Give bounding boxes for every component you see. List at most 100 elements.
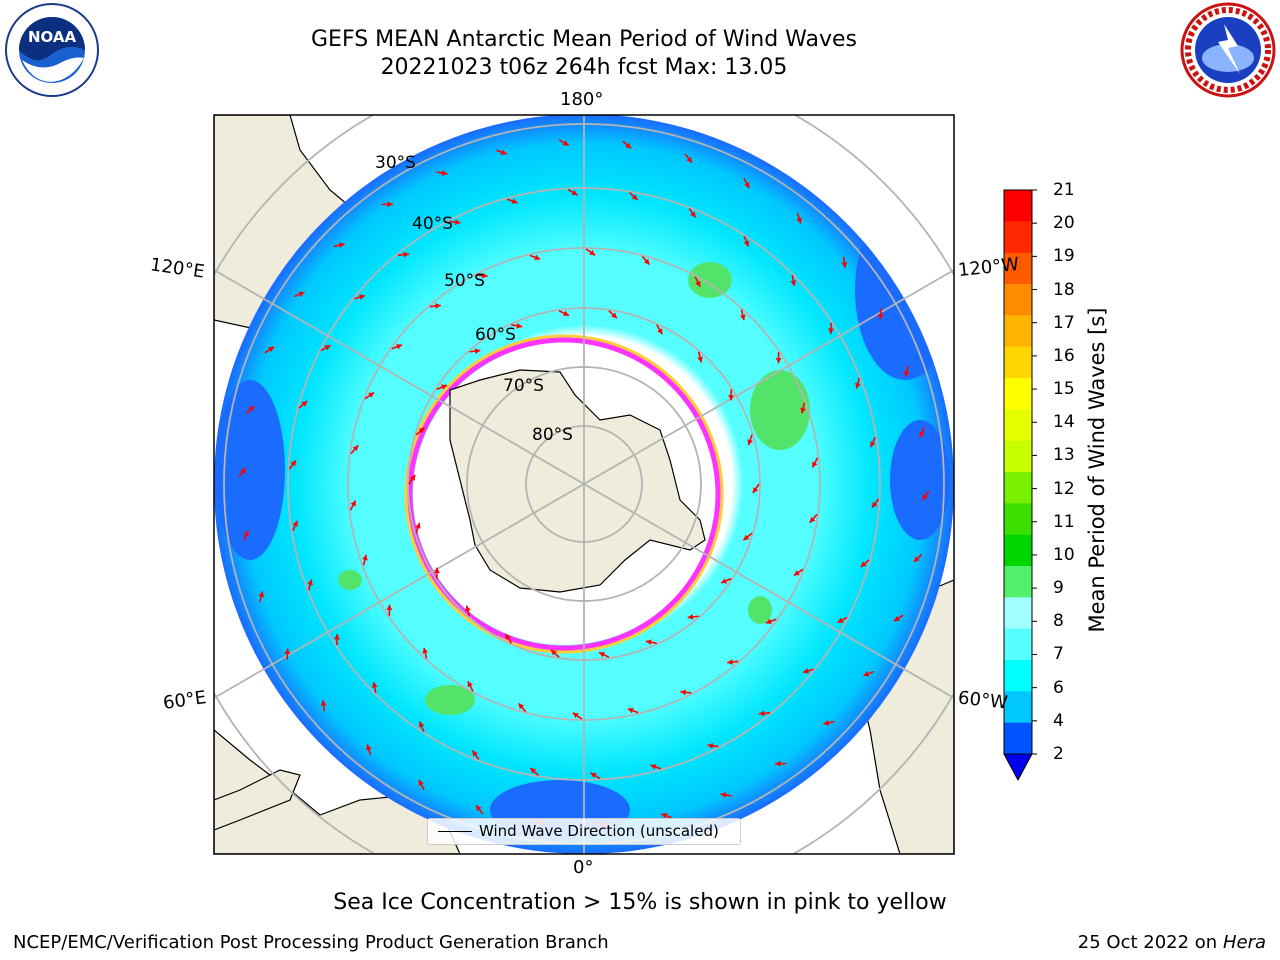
legend-label: Wind Wave Direction (unscaled) — [479, 822, 719, 840]
svg-text:NOAA: NOAA — [28, 28, 77, 46]
wind-arrow-head — [728, 395, 734, 401]
lon-label-top: 180° — [560, 89, 604, 110]
colorbar-tick-label: 10 — [1053, 544, 1075, 565]
wind-arrow-head — [454, 219, 461, 225]
wind-arrow-head — [562, 140, 569, 146]
colorbar-segment — [1004, 597, 1032, 630]
colorbar-tick-label: 11 — [1053, 511, 1075, 532]
wind-arrow-head — [482, 272, 488, 279]
wind-arrow-head — [803, 668, 809, 674]
wind-arrow-head — [338, 242, 345, 249]
wind-arrow-head — [650, 764, 657, 770]
wind-arrow-head — [350, 500, 356, 507]
colorbar-extend-arrow — [1003, 753, 1033, 782]
wind-arrow-head — [893, 615, 900, 622]
map-frame — [213, 114, 955, 855]
wind-arrow-head — [324, 345, 331, 351]
lat-label-60s: 60°S — [475, 325, 516, 345]
wind-arrow-head — [800, 407, 806, 414]
deep-blue-patch — [890, 420, 950, 540]
wind-arrow-head — [362, 554, 368, 561]
colorbar-segment — [1004, 346, 1032, 379]
lat-label-70s: 70°S — [503, 376, 544, 396]
nws-logo — [1178, 2, 1278, 102]
colorbar-segment — [1004, 440, 1032, 473]
colorbar-tick-label: 6 — [1053, 677, 1064, 698]
wind-arrow-head — [409, 474, 416, 481]
wind-arrow-head — [877, 313, 884, 320]
colorbar-segment — [1004, 252, 1032, 285]
colorbar-tick-label: 20 — [1053, 213, 1075, 234]
wind-arrow-head — [248, 406, 255, 412]
wind-arrow-head — [727, 659, 733, 665]
wind-arrow-head — [837, 617, 844, 623]
wind-arrow-head — [661, 813, 668, 819]
lat-label-40s: 40°S — [412, 214, 453, 234]
wind-arrow-head — [530, 767, 537, 774]
colorbar-segment — [1004, 566, 1032, 598]
wind-arrow-head — [500, 149, 507, 155]
wind-arrow-head — [334, 634, 340, 640]
colorbar-frame — [1003, 189, 1033, 755]
wind-arrow-head — [589, 249, 596, 256]
wind-arrow-head — [775, 358, 782, 364]
wind-arrow-head — [418, 721, 425, 728]
wind-arrow-head — [759, 710, 765, 717]
wind-arrow-head — [440, 384, 447, 390]
wind-arrow-head — [301, 400, 308, 407]
wind-arrow-head — [590, 772, 597, 779]
wind-arrow-head — [599, 652, 606, 658]
colorbar-segment — [1004, 284, 1032, 316]
wind-arrow-head — [697, 356, 703, 363]
wind-arrow-head — [765, 618, 772, 624]
sea-ice-edge — [407, 337, 721, 651]
wind-arrow-head — [472, 750, 478, 757]
lat-label-80s: 80°S — [532, 425, 573, 445]
wind-arrow-head — [511, 198, 518, 204]
wind-arrow-head — [855, 382, 861, 389]
colorbar-segment — [1004, 472, 1032, 504]
wind-arrow-head — [298, 291, 305, 297]
chart-title: GEFS MEAN Antarctic Mean Period of Wind … — [311, 27, 857, 52]
wind-arrow-head — [775, 760, 781, 767]
wind-arrow-head — [258, 591, 265, 598]
wind-arrow-head — [752, 487, 759, 494]
colorbar-tick-label: 7 — [1053, 644, 1064, 665]
wind-arrow-head — [721, 578, 728, 584]
wind-arrow-head — [475, 805, 482, 812]
green-patch — [338, 570, 362, 590]
date-text: 25 Oct 2022 on — [1077, 932, 1218, 953]
wind-arrow-head — [387, 201, 393, 208]
wind-arrow-head — [863, 671, 870, 677]
wind-arrow-head — [743, 534, 750, 541]
wind-arrow-head — [860, 561, 867, 568]
colorbar-label: Mean Period of Wind Waves [s] — [1085, 307, 1109, 633]
wind-arrow-head — [747, 439, 753, 446]
lat-label-50s: 50°S — [444, 271, 485, 291]
wind-arrow-head — [687, 614, 694, 620]
wind-arrow-head — [823, 719, 830, 726]
wind-arrow-head — [919, 431, 925, 438]
green-patch — [425, 685, 475, 715]
colorbar — [1003, 189, 1037, 782]
colorbar-segment — [1004, 660, 1032, 692]
green-patch — [750, 370, 810, 450]
wind-arrow-head — [290, 460, 297, 467]
noaa-logo: NOAA — [2, 2, 102, 102]
wind-arrow-head — [562, 310, 569, 316]
wind-arrow-head — [396, 344, 403, 350]
wind-arrow-head — [368, 392, 375, 398]
colorbar-tick-label: 2 — [1053, 744, 1064, 764]
colorbar-tick-label: 19 — [1053, 246, 1075, 267]
colorbar-tick-label: 16 — [1053, 345, 1075, 366]
wind-arrow-head — [518, 703, 525, 710]
wind-arrow-head — [796, 217, 802, 224]
colorbar-tick-label: 13 — [1053, 445, 1075, 466]
wind-arrow-head — [790, 280, 797, 286]
wind-arrow-head — [366, 744, 372, 751]
chart-subtitle: 20221023 t06z 264h fcst Max: 13.05 — [380, 55, 788, 80]
wind-arrow-head — [809, 516, 816, 523]
wind-arrow-head — [550, 649, 557, 656]
date-line: 25 Oct 2022 on Hera — [1078, 932, 1266, 953]
